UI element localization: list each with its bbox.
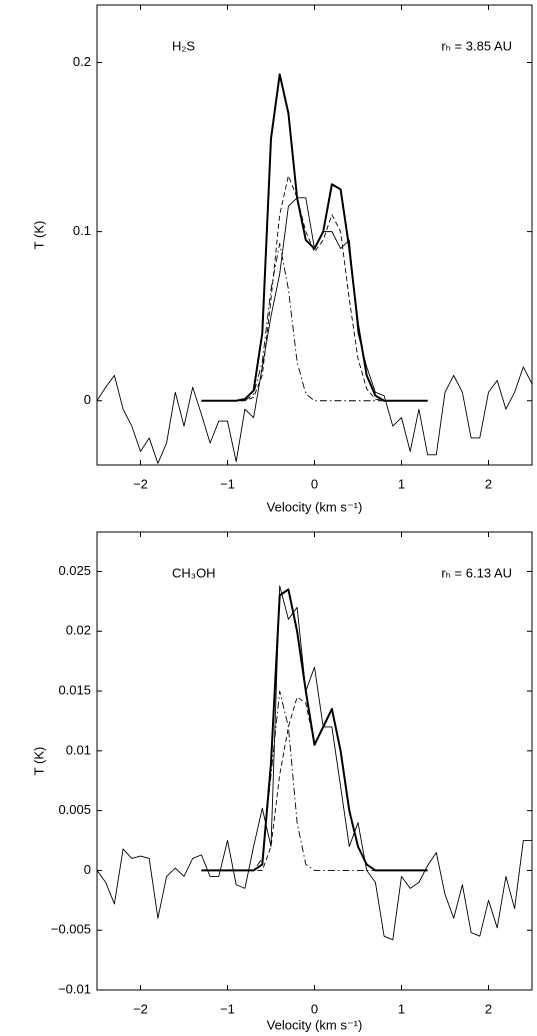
annotation: CH₃OH [172,565,216,580]
y-tick-label: 0.02 [66,623,91,638]
y-axis-label: T (K) [31,221,46,250]
plot-frame [96,4,533,466]
y-tick-label: 0.2 [73,54,91,69]
y-axis-label: T (K) [31,747,46,776]
x-tick-label: −1 [220,476,235,491]
annotation: rₕ = 3.85 AU [441,38,512,53]
x-tick-label: 1 [398,1001,405,1016]
annotation: H₂S [172,38,195,53]
y-tick-label: 0 [84,862,91,877]
x-tick-label: 0 [311,1001,318,1016]
y-tick-label: 0.01 [66,742,91,757]
y-tick-label: 0.015 [58,682,91,697]
y-tick-label: 0.025 [58,563,91,578]
x-tick-label: −2 [133,1001,148,1016]
x-tick-label: 1 [398,476,405,491]
spectrum-line [201,690,428,871]
y-tick-label: 0 [84,392,91,407]
x-axis-label: Velocity (km s⁻¹) [267,499,363,514]
y-tick-label: 0.005 [58,802,91,817]
y-tick-label: −0.005 [51,922,91,937]
x-tick-label: 2 [485,1001,492,1016]
spectrum-line [201,696,428,871]
plot-frame [96,531,533,991]
y-tick-label: −0.01 [58,981,91,996]
x-axis-label: Velocity (km s⁻¹) [267,1017,363,1032]
x-tick-label: −2 [133,476,148,491]
spectrum-line [201,243,428,402]
spectrum-line [96,585,532,941]
spectrum-line [201,588,428,872]
spectrum-line [201,175,428,402]
x-tick-label: −1 [220,1001,235,1016]
x-tick-label: 2 [485,476,492,491]
x-tick-label: 0 [311,476,318,491]
spectrum-line [201,73,428,402]
spectrum-line [96,197,533,464]
y-tick-label: 0.1 [73,223,91,238]
annotation: rₕ = 6.13 AU [441,565,512,580]
